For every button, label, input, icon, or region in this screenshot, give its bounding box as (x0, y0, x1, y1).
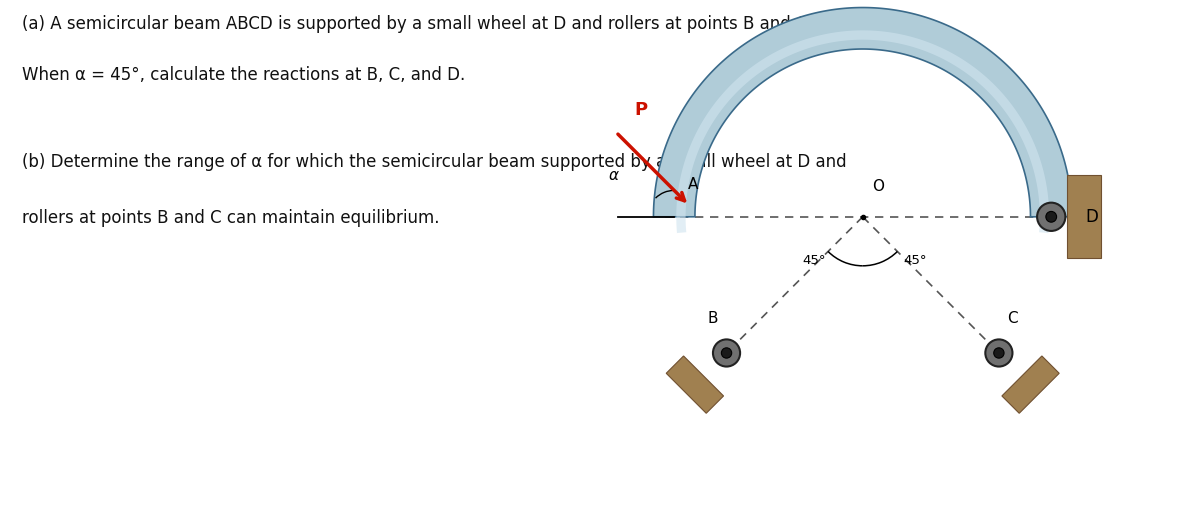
Text: P: P (635, 101, 648, 119)
Polygon shape (1067, 175, 1102, 258)
Text: O: O (872, 179, 884, 194)
Text: (a) A semicircular beam ABCD is supported by a small wheel at D and rollers at p: (a) A semicircular beam ABCD is supporte… (22, 15, 812, 33)
Circle shape (985, 340, 1013, 366)
Polygon shape (1002, 356, 1060, 413)
Text: C: C (1007, 310, 1018, 326)
Text: A: A (688, 177, 697, 192)
Circle shape (721, 348, 732, 358)
Text: 45°: 45° (802, 254, 826, 268)
Circle shape (713, 340, 740, 366)
Circle shape (994, 348, 1004, 358)
Text: B: B (708, 310, 718, 326)
Text: rollers at points B and C can maintain equilibrium.: rollers at points B and C can maintain e… (22, 209, 439, 227)
Polygon shape (677, 31, 1049, 233)
Text: 45°: 45° (904, 254, 928, 268)
Polygon shape (654, 8, 1072, 217)
Text: (b) Determine the range of α for which the semicircular beam supported by a smal: (b) Determine the range of α for which t… (22, 153, 846, 171)
Circle shape (1037, 203, 1066, 231)
Polygon shape (666, 356, 724, 413)
Text: $\alpha$: $\alpha$ (608, 168, 619, 183)
Circle shape (1046, 211, 1057, 222)
Text: When α = 45°, calculate the reactions at B, C, and D.: When α = 45°, calculate the reactions at… (22, 66, 464, 84)
Text: D: D (1085, 208, 1098, 226)
